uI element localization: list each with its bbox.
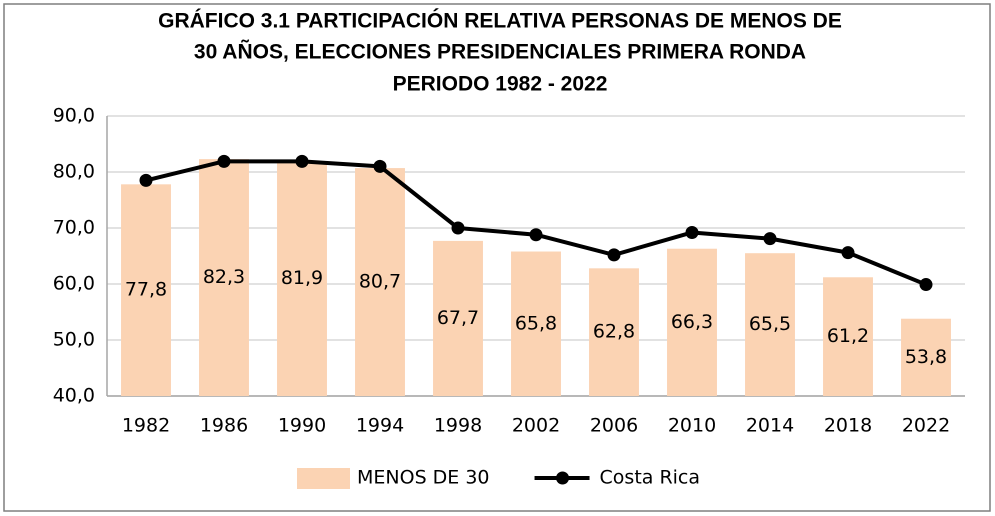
bar [355, 168, 405, 396]
chart-title: PERIODO 1982 - 2022 [393, 73, 608, 96]
data-label: 65,5 [749, 313, 791, 335]
x-tick-label: 1998 [434, 415, 482, 437]
line-marker [763, 232, 777, 246]
data-label: 61,2 [827, 325, 869, 347]
legend-label: Costa Rica [600, 467, 701, 489]
x-tick-label: 2006 [590, 415, 638, 437]
data-label: 82,3 [203, 266, 245, 288]
line-marker [295, 154, 309, 168]
y-tick-label: 70,0 [53, 217, 95, 239]
x-tick-label: 2010 [668, 415, 716, 437]
bar [277, 161, 327, 396]
data-label: 81,9 [281, 267, 323, 289]
data-label: 80,7 [359, 271, 401, 293]
x-tick-label: 1994 [356, 415, 404, 437]
line-marker [139, 173, 153, 187]
y-tick-label: 90,0 [53, 105, 95, 127]
data-label: 53,8 [905, 346, 947, 368]
x-tick-label: 2022 [902, 415, 950, 437]
data-label: 66,3 [671, 311, 713, 333]
data-label: 77,8 [125, 279, 167, 301]
bar [589, 268, 639, 396]
data-label: 65,8 [515, 312, 557, 334]
line-marker [607, 248, 621, 262]
x-tick-label: 2002 [512, 415, 560, 437]
line-marker [685, 225, 699, 239]
bar [823, 277, 873, 396]
line-marker [451, 221, 465, 235]
y-tick-label: 60,0 [53, 273, 95, 295]
chart-title: 30 AÑOS, ELECCIONES PRESIDENCIALES PRIME… [194, 41, 806, 64]
x-tick-label: 2014 [746, 415, 794, 437]
x-tick-label: 1990 [278, 415, 326, 437]
bar [433, 240, 483, 396]
line-marker [217, 154, 231, 168]
bar [667, 248, 717, 396]
line-marker [841, 246, 855, 260]
bar [199, 159, 249, 396]
x-tick-label: 1986 [200, 415, 248, 437]
x-tick-label: 2018 [824, 415, 872, 437]
y-tick-label: 80,0 [53, 161, 95, 183]
bar [511, 251, 561, 396]
legend-swatch [297, 468, 350, 489]
y-tick-label: 50,0 [53, 329, 95, 351]
legend-label: MENOS DE 30 [357, 467, 490, 489]
data-label: 67,7 [437, 307, 479, 329]
data-label: 62,8 [593, 321, 635, 343]
line-marker [919, 278, 933, 292]
bar [901, 318, 951, 396]
y-tick-label: 40,0 [53, 385, 95, 407]
line-marker [529, 228, 543, 242]
legend-marker [556, 471, 570, 485]
line-marker [373, 159, 387, 173]
x-tick-label: 1982 [122, 415, 170, 437]
bar [745, 253, 795, 396]
bar [121, 184, 171, 396]
chart-title: GRÁFICO 3.1 PARTICIPACIÓN RELATIVA PERSO… [158, 9, 842, 33]
